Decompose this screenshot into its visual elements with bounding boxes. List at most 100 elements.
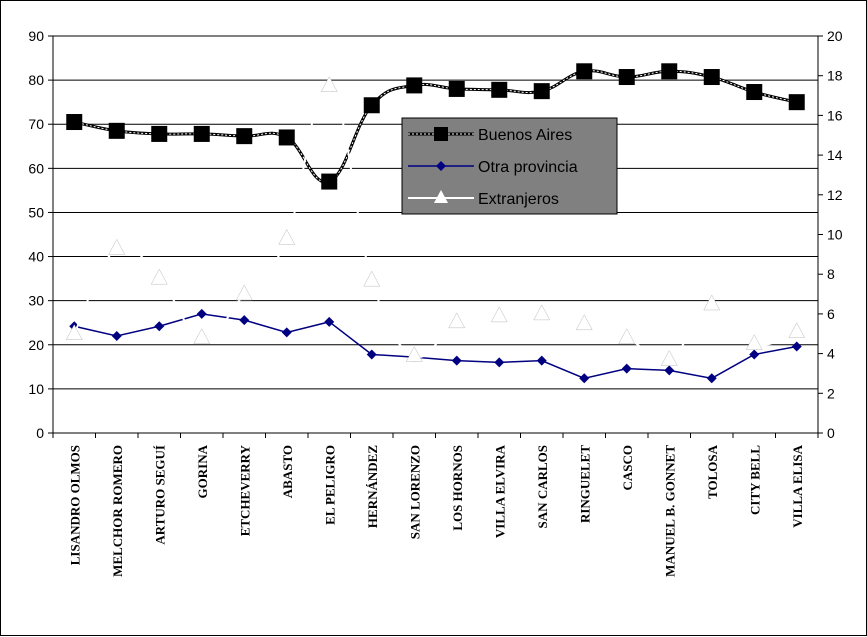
data-point-triangle	[575, 314, 593, 331]
data-point-triangle	[320, 76, 338, 92]
series-extranjeros	[65, 76, 806, 366]
series-line-dash	[74, 70, 797, 183]
data-point-square	[703, 69, 720, 86]
data-point-diamond	[749, 349, 760, 360]
data-point-triangle	[490, 306, 508, 323]
legend-swatch-marker	[434, 127, 448, 141]
data-point-square	[406, 77, 423, 94]
data-point-diamond	[451, 355, 462, 366]
legend-swatch-marker	[434, 190, 448, 203]
legend-entry: Otra provincia	[408, 159, 578, 176]
left-tick-label: 90	[28, 28, 44, 44]
left-tick-label: 60	[28, 160, 44, 176]
category-label: MELCHOR ROMERO	[110, 445, 125, 577]
data-point-square	[491, 81, 508, 98]
right-tick-label: 10	[827, 227, 843, 243]
series-buenos-aires	[66, 63, 805, 190]
data-point-diamond	[281, 327, 292, 338]
right-tick-label: 12	[827, 187, 843, 203]
data-point-diamond	[154, 321, 165, 332]
right-tick-label: 6	[827, 306, 835, 322]
data-point-square	[66, 114, 83, 131]
category-axis-labels: LISANDRO OLMOS MELCHOR ROMERO ARTURO SEGUÍ…	[52, 433, 819, 577]
data-point-diamond	[324, 316, 335, 327]
data-point-square	[363, 97, 380, 114]
data-point-triangle	[278, 228, 296, 245]
left-axis-ticks: 0 10 20 30 40 50 60 70 80 90	[28, 28, 53, 441]
right-tick-label: 4	[827, 346, 835, 362]
right-tick-label: 14	[827, 147, 843, 163]
data-point-triangle	[405, 346, 423, 362]
right-tick-label: 16	[827, 107, 843, 123]
series-layer	[65, 63, 806, 384]
data-point-triangle	[235, 284, 253, 301]
left-tick-label: 30	[28, 293, 44, 309]
category-label: HERNÁNDEZ	[365, 445, 380, 528]
data-point-diamond	[239, 315, 250, 326]
data-point-square	[746, 84, 763, 101]
data-point-diamond	[791, 341, 802, 352]
legend-label: Extranjeros	[478, 191, 559, 208]
data-point-triangle	[193, 328, 211, 344]
data-point-diamond	[111, 330, 122, 341]
data-point-triangle	[150, 268, 168, 285]
data-point-triangle	[363, 270, 381, 287]
data-point-diamond	[579, 373, 590, 384]
left-tick-label: 40	[28, 249, 44, 265]
series-otra-provincia	[69, 308, 802, 384]
left-tick-label: 50	[28, 204, 44, 220]
legend-label: Otra provincia	[478, 159, 578, 176]
category-label: VILLA ELISA	[790, 444, 805, 527]
gridlines	[53, 35, 818, 434]
data-point-triangle	[533, 304, 551, 321]
category-label: GORINA	[195, 444, 210, 498]
right-tick-label: 20	[827, 28, 843, 44]
data-point-triangle	[618, 328, 636, 344]
right-axis-ticks: 0 2 4 6 8 10 12 14 16 18 20	[818, 28, 843, 441]
category-label: CASCO	[620, 445, 635, 491]
left-tick-label: 70	[28, 116, 44, 132]
data-point-triangle	[703, 294, 721, 311]
axes	[52, 36, 819, 434]
data-point-square	[236, 128, 253, 145]
data-point-diamond	[664, 365, 675, 376]
data-point-triangle	[108, 238, 126, 255]
data-point-diamond	[196, 308, 207, 319]
data-point-square	[533, 83, 550, 100]
data-point-diamond	[536, 355, 547, 366]
left-tick-label: 80	[28, 72, 44, 88]
category-label: TOLOSA	[705, 444, 720, 499]
category-label: VILLA ELVIRA	[492, 444, 507, 538]
category-label: LOS HORNOS	[450, 445, 465, 531]
legend: Buenos Aires Otra provincia Extranjeros	[401, 117, 618, 215]
series-line	[74, 313, 797, 380]
data-point-diamond	[706, 373, 717, 384]
category-label: ARTURO SEGUÍ	[152, 445, 167, 545]
data-point-square	[108, 122, 125, 139]
legend-swatch-marker	[436, 161, 446, 171]
right-tick-label: 2	[827, 385, 835, 401]
left-tick-label: 20	[28, 337, 44, 353]
data-point-square	[618, 69, 635, 86]
category-label: SAN CARLOS	[535, 445, 550, 528]
data-point-square	[151, 125, 168, 142]
data-point-square	[278, 129, 295, 146]
category-label: EL PELIGRO	[322, 445, 337, 525]
category-label: CITY BELL	[747, 445, 762, 515]
left-tick-label: 10	[28, 381, 44, 397]
right-tick-label: 0	[827, 425, 835, 441]
data-point-diamond	[366, 349, 377, 360]
legend-entry: Buenos Aires	[408, 127, 572, 144]
data-point-triangle	[788, 322, 806, 339]
right-tick-label: 8	[827, 266, 835, 282]
data-point-square	[661, 63, 678, 80]
category-label: SAN LORENZO	[407, 445, 422, 539]
data-point-triangle	[65, 324, 83, 340]
data-point-square	[788, 94, 805, 111]
left-tick-label: 0	[36, 425, 44, 441]
data-point-diamond	[494, 357, 505, 368]
data-point-diamond	[621, 363, 632, 374]
right-tick-label: 18	[827, 68, 843, 84]
data-point-triangle	[745, 334, 763, 350]
